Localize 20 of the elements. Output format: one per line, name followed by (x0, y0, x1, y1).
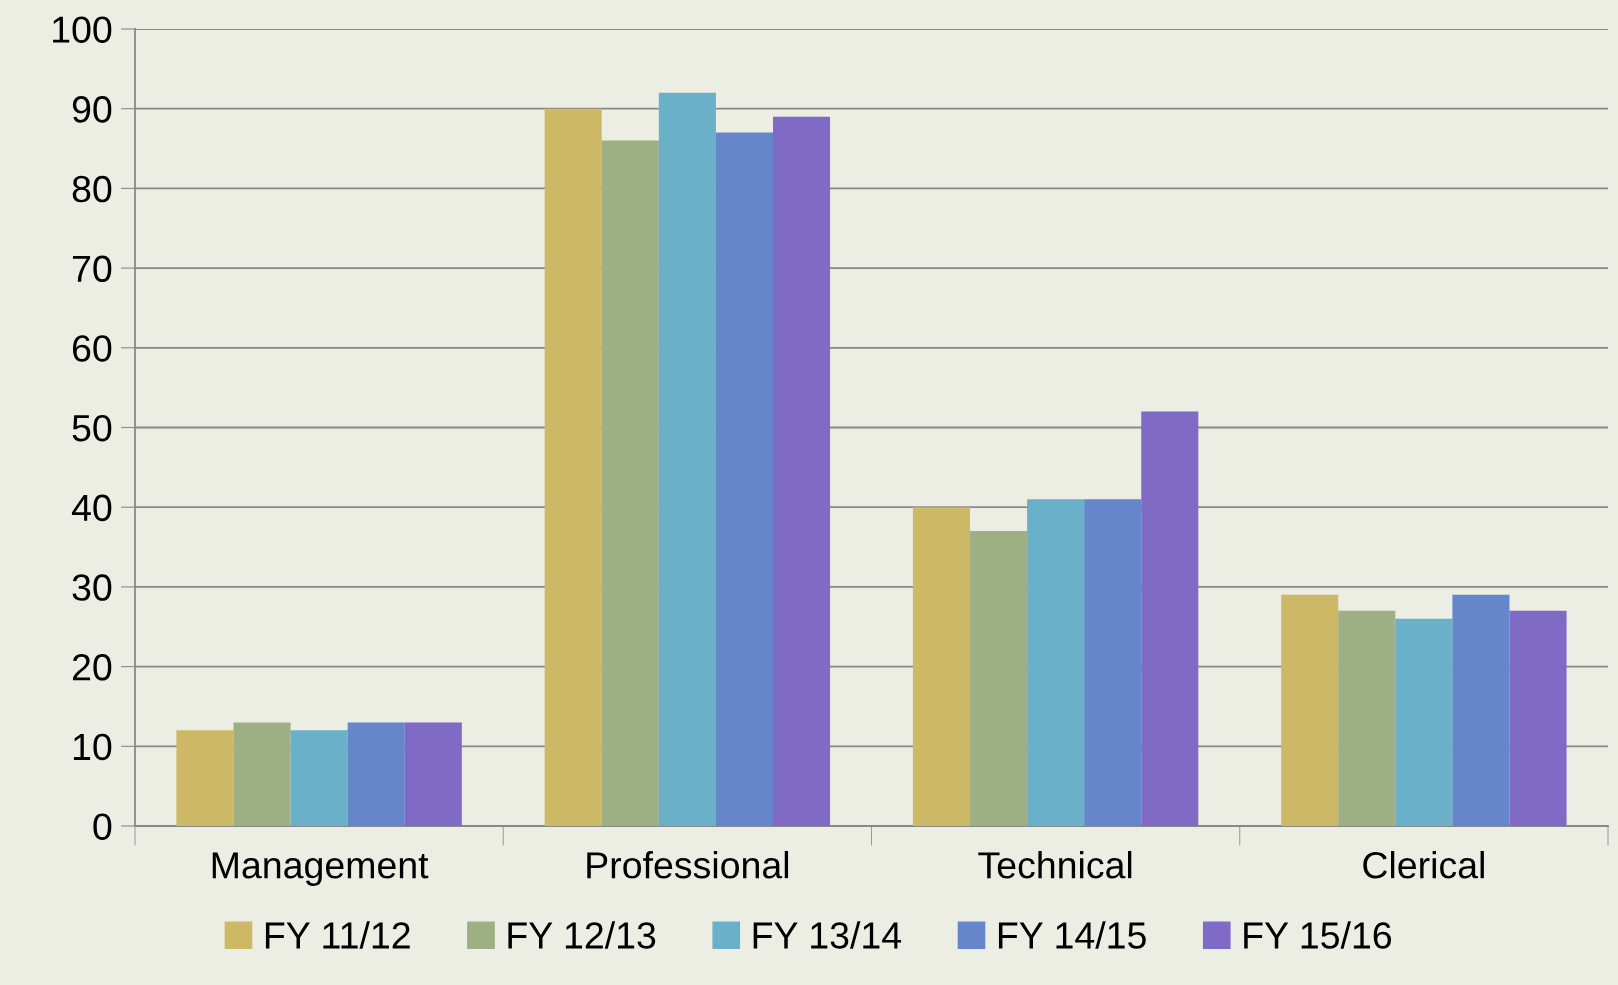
x-tick-label: Clerical (1363, 851, 1484, 879)
legend-label: FY 14/15 (998, 921, 1146, 949)
y-tick-label: 80 (72, 175, 112, 203)
legend-label: FY 13/14 (753, 921, 902, 949)
y-tick-label: 10 (73, 733, 112, 761)
y-tick-label: 50 (72, 414, 112, 442)
x-tick-label: Professional (587, 851, 789, 879)
legend-label: FY 15/16 (1244, 921, 1392, 949)
legend-label: FY 12/13 (508, 921, 656, 949)
y-tick-label: 30 (72, 574, 112, 601)
y-tick-label: 60 (72, 335, 112, 362)
y-tick-label: 90 (72, 96, 112, 123)
y-tick-label: 20 (72, 654, 112, 681)
x-tick-label: Management (212, 852, 429, 886)
y-tick-label: 40 (71, 494, 112, 522)
y-tick-label: 100 (53, 16, 112, 43)
x-tick-label: Technical (978, 851, 1132, 879)
y-tick-label: 0 (93, 813, 112, 840)
y-tick-label: 70 (72, 255, 112, 283)
legend-label: FY 11/12 (265, 921, 410, 949)
